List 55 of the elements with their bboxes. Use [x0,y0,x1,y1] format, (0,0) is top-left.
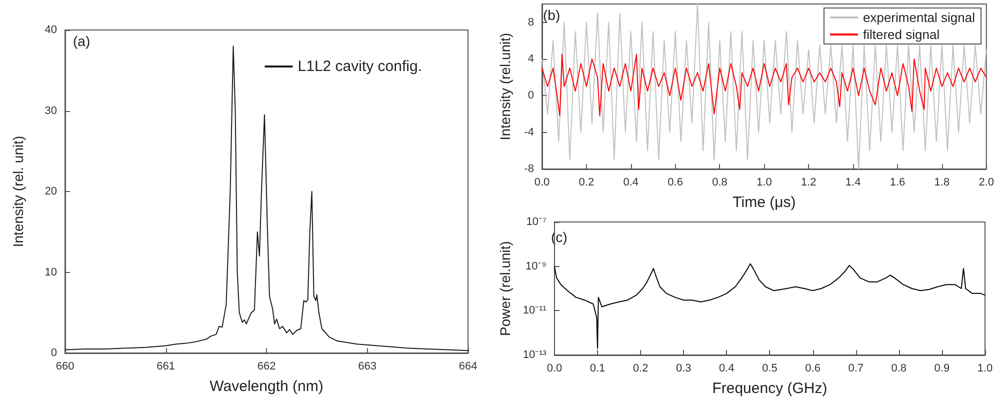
x-tick-label: 0.6 [668,176,683,188]
line-series [554,263,986,349]
x-tick-label: 1.2 [800,176,816,188]
x-tick-label: 0.2 [632,362,648,374]
x-tick-label: 0.4 [719,362,734,374]
x-tick-label: 0.4 [623,176,639,188]
line-series [542,54,987,116]
x-tick-label: 1.8 [934,176,950,188]
y-tick-label: 20 [44,186,57,198]
y-tick-label: 4 [528,53,534,65]
y-tick-label: -8 [524,163,534,175]
x-tick-label: 662 [257,360,276,372]
y-tick-label: 40 [44,24,57,36]
y-tick-label: 10⁻⁷ [526,216,546,228]
y-tick-label: 30 [44,104,57,117]
y-tick-label: 0 [50,347,57,359]
y-tick-label: 10⁻⁹ [526,260,546,272]
y-axis-title: Intensity (rel.unit) [497,32,513,140]
x-tick-label: 0.0 [534,176,550,188]
x-tick-label: 663 [358,360,376,372]
x-tick-label: 0.5 [762,362,778,374]
y-tick-label: 10⁻¹³ [522,349,547,361]
y-tick-label: 0 [528,90,534,102]
legend-label: filtered signal [862,27,940,42]
x-tick-label: 2.0 [978,176,994,188]
x-tick-label: 664 [458,360,478,372]
x-tick-label: 660 [56,360,74,372]
x-tick-label: 661 [156,360,175,372]
annotation: (b) [543,7,560,23]
x-axis-title: Time (μs) [732,194,796,211]
y-tick-label: -4 [524,126,534,138]
x-tick-label: 0.8 [712,176,728,188]
x-tick-label: 1.4 [845,176,861,188]
y-tick-label: 8 [528,16,534,28]
x-axis-title: Frequency (GHz) [712,380,828,397]
legend-label: L1L2 cavity config. [298,58,422,75]
y-tick-label: 10 [44,266,57,278]
x-tick-label: 1.6 [890,176,906,188]
y-tick-label: 10⁻¹¹ [522,304,547,317]
x-tick-label: 0.7 [848,362,864,374]
x-axis-title: Wavelength (nm) [210,378,324,395]
x-tick-label: 0.2 [578,176,594,188]
y-axis-title: Intensity (rel. unit) [10,136,26,248]
x-tick-label: 0.8 [891,362,907,374]
line-series [542,4,987,170]
x-tick-label: 1.0 [977,362,993,374]
annotation: (a) [73,33,90,49]
x-tick-label: 0.9 [934,362,950,374]
x-tick-label: 1.0 [756,176,772,188]
x-tick-label: 0.1 [590,362,606,374]
legend-label: experimental signal [862,10,976,25]
y-axis-title: Power (rel.unit) [497,241,513,336]
x-tick-label: 0.0 [546,362,562,374]
x-tick-label: 0.6 [805,362,820,374]
x-tick-label: 0.3 [676,362,692,374]
